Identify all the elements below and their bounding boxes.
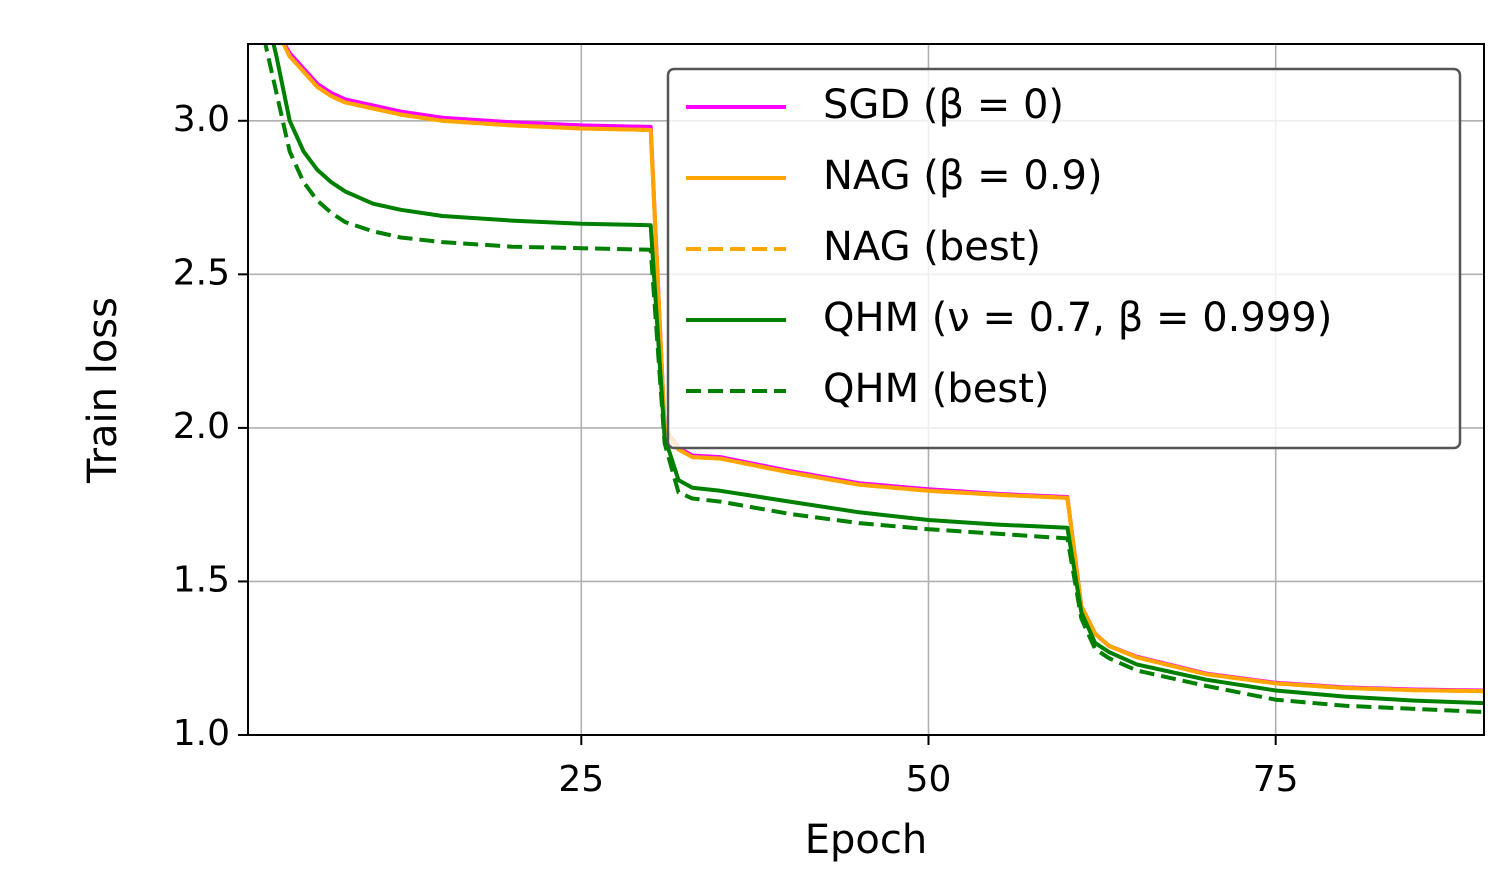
legend-label: QHM (ν = 0.7, β = 0.999): [823, 295, 1332, 341]
y-tick-label: 2.0: [173, 406, 230, 447]
y-tick-label: 3.0: [173, 99, 230, 140]
y-tick-label: 1.5: [173, 559, 230, 600]
legend-label: NAG (β = 0.9): [823, 153, 1103, 199]
legend-label: QHM (best): [823, 366, 1050, 412]
plot-area: [263, 44, 1484, 714]
ticks: 25 50 75 1.0 1.5 2.0 2.5 3.0: [173, 99, 1299, 800]
axes-frame: [247, 43, 1485, 736]
y-axis-label: Train loss: [80, 297, 126, 484]
legend-label: NAG (best): [823, 224, 1041, 270]
y-tick-label: 1.0: [173, 713, 230, 754]
x-tick-label: 25: [558, 759, 604, 800]
legend-box: [666, 67, 1462, 450]
y-tick-label: 2.5: [173, 252, 230, 293]
series-line: [271, 44, 1484, 706]
x-tick-label: 50: [906, 759, 952, 800]
legend: SGD (β = 0) NAG (β = 0.9) NAG (best) QHM (ν…: [666, 67, 1462, 450]
series-line: [263, 44, 1484, 714]
series-line: [281, 44, 1484, 694]
legend-label: SGD (β = 0): [823, 82, 1064, 128]
x-axis-label: Epoch: [805, 817, 927, 863]
x-tick-label: 75: [1253, 759, 1299, 800]
